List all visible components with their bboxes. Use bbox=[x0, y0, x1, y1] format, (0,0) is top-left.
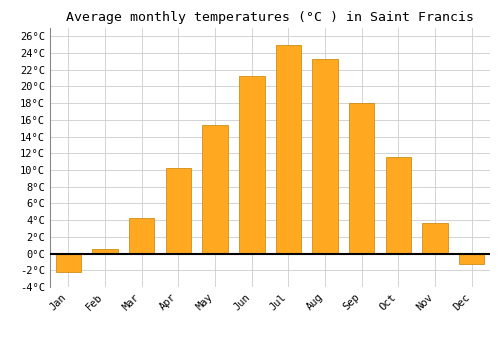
Bar bbox=[349, 103, 374, 254]
Bar bbox=[239, 76, 264, 254]
Bar bbox=[92, 248, 118, 254]
Bar bbox=[312, 59, 338, 254]
Bar bbox=[459, 254, 484, 265]
Bar bbox=[386, 158, 411, 254]
Title: Average monthly temperatures (°C ) in Saint Francis: Average monthly temperatures (°C ) in Sa… bbox=[66, 11, 474, 24]
Bar bbox=[166, 168, 191, 254]
Bar bbox=[202, 125, 228, 254]
Bar bbox=[276, 45, 301, 254]
Bar bbox=[129, 218, 154, 254]
Bar bbox=[56, 254, 81, 272]
Bar bbox=[422, 223, 448, 254]
